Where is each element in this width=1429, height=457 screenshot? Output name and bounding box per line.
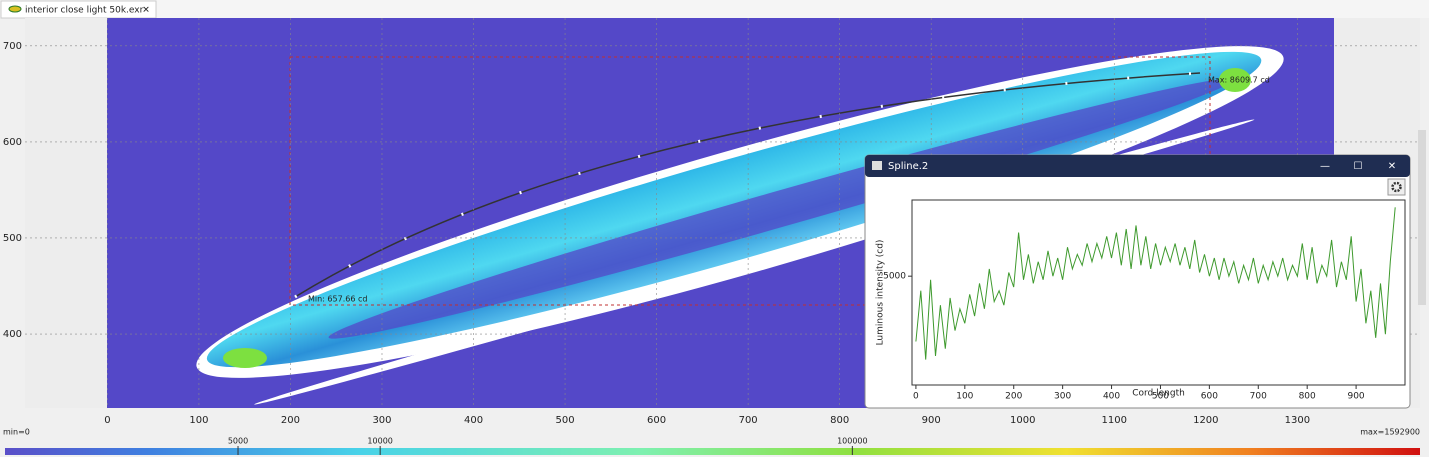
x-tick-label: 1300 bbox=[1285, 415, 1310, 426]
x-tick-label: 300 bbox=[372, 415, 391, 426]
hotspot bbox=[223, 348, 267, 368]
x-axis-label: Cord length bbox=[1132, 389, 1185, 399]
tab-icon bbox=[8, 5, 22, 13]
gear bbox=[1391, 181, 1402, 193]
spline bbox=[294, 72, 1201, 298]
x-tick-label: 500 bbox=[556, 415, 575, 426]
colorbar-tick-label: 10000 bbox=[367, 437, 392, 446]
tab-close[interactable]: ✕ bbox=[142, 6, 150, 16]
colorbar bbox=[5, 448, 1420, 455]
x-tick-label: 100 bbox=[189, 415, 208, 426]
x-tick-label: 700 bbox=[739, 415, 758, 426]
data-line bbox=[915, 207, 1396, 360]
x-tick-label: 900 bbox=[922, 415, 941, 426]
window-icon bbox=[872, 161, 882, 170]
x-tick-label: 200 bbox=[281, 415, 300, 426]
colorbar-tick-label: 5000 bbox=[228, 437, 248, 446]
y-tick-label: 700 bbox=[3, 41, 22, 52]
x-tick-label: 200 bbox=[1005, 392, 1022, 402]
close[interactable]: ✕ bbox=[1388, 161, 1396, 172]
x-tick-label: 500 bbox=[1152, 392, 1169, 402]
settings[interactable] bbox=[1387, 178, 1406, 196]
y-axis-label: Luminous intensity (cd) bbox=[876, 240, 886, 346]
x-tick-label: 1100 bbox=[1102, 415, 1127, 426]
hotspot bbox=[1219, 68, 1251, 92]
x-tick-label: 1000 bbox=[1010, 415, 1035, 426]
colorbar-min: min=0 bbox=[3, 428, 30, 437]
scrollbar[interactable] bbox=[1418, 130, 1426, 305]
maximize[interactable]: ☐ bbox=[1354, 161, 1363, 172]
x-tick-label: 400 bbox=[1103, 392, 1120, 402]
y-tick-label: 500 bbox=[3, 233, 22, 244]
x-tick-label: 600 bbox=[647, 415, 666, 426]
x-tick-label: 1200 bbox=[1193, 415, 1218, 426]
x-tick-label: 0 bbox=[104, 415, 110, 426]
x-tick-label: 600 bbox=[1201, 392, 1218, 402]
plot-frame bbox=[911, 199, 1406, 386]
minimize[interactable]: — bbox=[1320, 161, 1330, 172]
colorbar-tick-label: 100000 bbox=[837, 437, 868, 446]
x-tick-label: 400 bbox=[464, 415, 483, 426]
x-tick-label: 900 bbox=[1347, 392, 1364, 402]
window-title: Spline.2 bbox=[888, 161, 928, 172]
tab-bar bbox=[0, 0, 1429, 18]
window-titlebar bbox=[865, 155, 1410, 177]
tab-title: interior close light 50k.exr bbox=[25, 6, 144, 16]
min-label: Min: 657.66 cd bbox=[308, 295, 367, 304]
y-tick-label: 400 bbox=[3, 329, 22, 340]
x-tick-label: 800 bbox=[1299, 392, 1316, 402]
y-tick-label: 5000 bbox=[883, 272, 906, 282]
x-tick-label: 0 bbox=[913, 392, 919, 402]
x-tick-label: 100 bbox=[956, 392, 973, 402]
x-tick-label: 800 bbox=[830, 415, 849, 426]
y-tick-label: 600 bbox=[3, 137, 22, 148]
x-tick-label: 300 bbox=[1054, 392, 1071, 402]
x-tick-label: 700 bbox=[1250, 392, 1267, 402]
max-label: Max: 8609.7 cd bbox=[1208, 76, 1270, 85]
spline-window: Spline.2 — ☐ ✕ 0 100 200 300 400 500 600 700 800… bbox=[864, 154, 1411, 409]
colorbar-max: max=1592900 bbox=[1360, 428, 1420, 437]
